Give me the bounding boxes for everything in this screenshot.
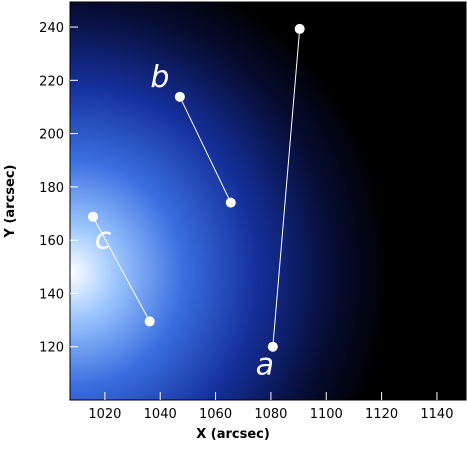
x-tick-label: 1080 [254, 407, 287, 422]
chart: X (arcsec) Y (arcsec) 1020 1040 1060 1080 11… [0, 0, 467, 445]
segment-label: a [256, 348, 274, 383]
x-tick-label: 1100 [310, 407, 343, 422]
segment-label: b [150, 60, 169, 95]
x-tick-label: 1140 [420, 407, 453, 422]
y-tick-label: 160 [39, 234, 64, 249]
y-tick-label: 220 [39, 74, 64, 89]
x-tick-label: 1020 [88, 407, 121, 422]
x-tick-label: 1040 [144, 407, 177, 422]
endpoint [295, 24, 305, 34]
endpoint [88, 212, 98, 222]
image [70, 2, 466, 400]
y-tick-label: 120 [39, 341, 64, 356]
x-axis-label: X (arcsec) [196, 427, 270, 442]
y-axis-label: Y (arcsec) [3, 165, 18, 239]
segment-label: c [95, 222, 112, 257]
x-tick-label: 1120 [365, 407, 398, 422]
y-tick-label: 140 [39, 287, 64, 302]
x-tick-label: 1060 [199, 407, 232, 422]
endpoint [175, 92, 185, 102]
endpoint [145, 316, 155, 326]
y-tick-label: 180 [39, 181, 64, 196]
y-tick-label: 240 [39, 21, 64, 36]
y-tick-label: 200 [39, 128, 64, 143]
endpoint [226, 198, 236, 208]
